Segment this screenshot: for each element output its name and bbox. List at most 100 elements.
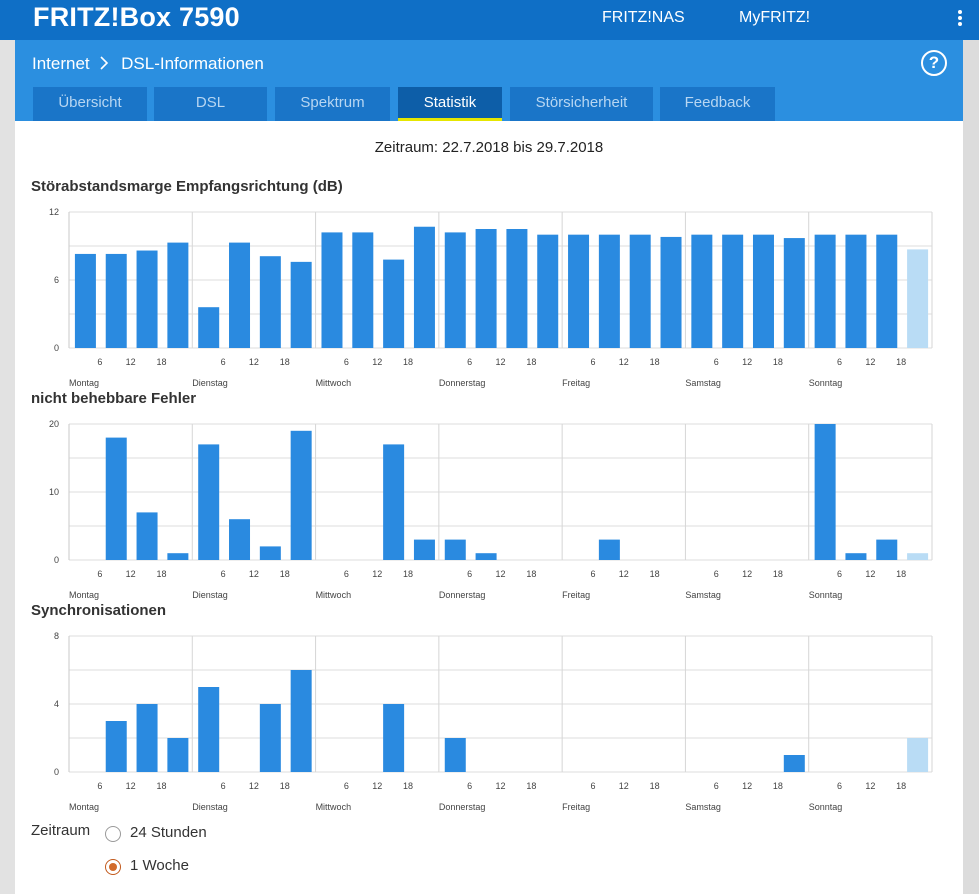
data-bar [413, 539, 435, 560]
hour-tick-label: 6 [221, 781, 226, 791]
hour-tick-label: 12 [742, 569, 752, 579]
radio-circle[interactable] [105, 826, 121, 842]
data-bar [876, 234, 898, 348]
hour-tick-label: 6 [590, 781, 595, 791]
day-label: Sonntag [809, 590, 843, 600]
data-bar [198, 687, 220, 772]
y-tick-label: 4 [54, 699, 59, 709]
hour-tick-label: 18 [156, 569, 166, 579]
hour-tick-label: 18 [280, 357, 290, 367]
data-bar [167, 553, 189, 560]
hour-tick-label: 18 [650, 569, 660, 579]
chevron-right-icon [100, 56, 109, 70]
data-bar [907, 738, 929, 772]
data-bar [167, 242, 189, 348]
data-bar [907, 249, 929, 348]
hour-tick-label: 6 [467, 357, 472, 367]
myfritz-link[interactable]: MyFRITZ! [739, 9, 811, 26]
radio-label: 1 Woche [130, 857, 189, 874]
data-bar [876, 539, 898, 560]
data-bar [383, 704, 405, 772]
tab-feedback[interactable]: Feedback [660, 87, 775, 121]
breadcrumb-parent[interactable]: Internet [32, 54, 90, 73]
hour-tick-label: 18 [280, 569, 290, 579]
hour-tick-label: 6 [590, 357, 595, 367]
hour-tick-label: 18 [773, 781, 783, 791]
data-bar [413, 226, 435, 348]
hour-tick-label: 12 [865, 781, 875, 791]
data-bar [383, 444, 405, 560]
data-bar [783, 755, 805, 772]
data-bar [475, 553, 497, 560]
left-margin [0, 40, 15, 894]
data-bar [537, 234, 559, 348]
radio-circle-selected[interactable] [105, 859, 121, 875]
synchronisations-chart: 0 4 8 6 12 18 Montag 6 12 18 Dienstag 6 12 18 Mittwoch… [54, 631, 933, 812]
period-text: Zeitraum: 22.7.2018 bis 29.7.2018 [374, 139, 604, 156]
data-bar [444, 539, 466, 560]
hour-tick-label: 12 [865, 569, 875, 579]
hour-tick-label: 6 [467, 569, 472, 579]
fritznas-link[interactable]: FRITZ!NAS [602, 9, 685, 26]
hour-tick-label: 6 [344, 781, 349, 791]
day-label: Sonntag [809, 378, 843, 388]
hour-tick-label: 18 [403, 781, 413, 791]
breadcrumb: Internet DSL-Informationen [32, 54, 264, 74]
hour-tick-label: 12 [742, 781, 752, 791]
day-label: Freitag [562, 378, 590, 388]
tab-uebersicht[interactable]: Übersicht [33, 87, 147, 121]
tab-dsl[interactable]: DSL [154, 87, 267, 121]
data-bar [290, 430, 312, 560]
data-bar [167, 738, 189, 772]
y-tick-label: 6 [54, 275, 59, 285]
day-label: Mittwoch [316, 378, 352, 388]
y-tick-label: 0 [54, 343, 59, 353]
hour-tick-label: 6 [714, 357, 719, 367]
hour-tick-label: 12 [619, 781, 629, 791]
data-bar [136, 512, 158, 560]
data-bar [105, 253, 127, 348]
help-icon[interactable]: ? [921, 50, 947, 76]
hour-tick-label: 18 [280, 781, 290, 791]
day-label: Montag [69, 590, 99, 600]
chart-title-errors: nicht behebbare Fehler [31, 390, 197, 407]
top-bar: FRITZ!Box 7590 FRITZ!NAS MyFRITZ! [0, 0, 979, 40]
tab-stoersicherheit[interactable]: Störsicherheit [510, 87, 653, 121]
data-bar [290, 670, 312, 772]
hour-tick-label: 18 [403, 357, 413, 367]
chart-title-sync: Synchronisationen [31, 602, 167, 619]
hour-tick-label: 6 [221, 569, 226, 579]
hour-tick-label: 18 [650, 781, 660, 791]
hour-tick-label: 6 [97, 357, 102, 367]
data-bar [383, 259, 405, 348]
data-bar [321, 232, 343, 348]
hour-tick-label: 18 [156, 781, 166, 791]
day-label: Samstag [685, 802, 721, 812]
data-bar [629, 234, 651, 348]
data-bar [259, 256, 281, 348]
data-bar [229, 519, 251, 560]
hour-tick-label: 12 [249, 781, 259, 791]
day-label: Mittwoch [316, 590, 352, 600]
data-bar [444, 738, 466, 772]
hour-tick-label: 12 [742, 357, 752, 367]
day-label: Mittwoch [316, 802, 352, 812]
day-label: Dienstag [192, 802, 228, 812]
data-bar [198, 444, 220, 560]
more-menu-icon[interactable] [955, 8, 965, 30]
hour-tick-label: 6 [344, 569, 349, 579]
day-label: Sonntag [809, 802, 843, 812]
hour-tick-label: 18 [156, 357, 166, 367]
tab-spektrum[interactable]: Spektrum [275, 87, 390, 121]
day-label: Montag [69, 802, 99, 812]
tab-statistik[interactable]: Statistik [398, 87, 502, 121]
day-label: Dienstag [192, 590, 228, 600]
uncorrectable-errors-chart: 0 10 20 6 12 18 Montag 6 12 18 Dienstag 6 12 18 Mittwo… [49, 419, 933, 600]
data-bar [352, 232, 374, 348]
day-label: Freitag [562, 802, 590, 812]
hour-tick-label: 6 [344, 357, 349, 367]
hour-tick-label: 12 [249, 357, 259, 367]
day-label: Dienstag [192, 378, 228, 388]
hour-tick-label: 18 [403, 569, 413, 579]
hour-tick-label: 18 [650, 357, 660, 367]
